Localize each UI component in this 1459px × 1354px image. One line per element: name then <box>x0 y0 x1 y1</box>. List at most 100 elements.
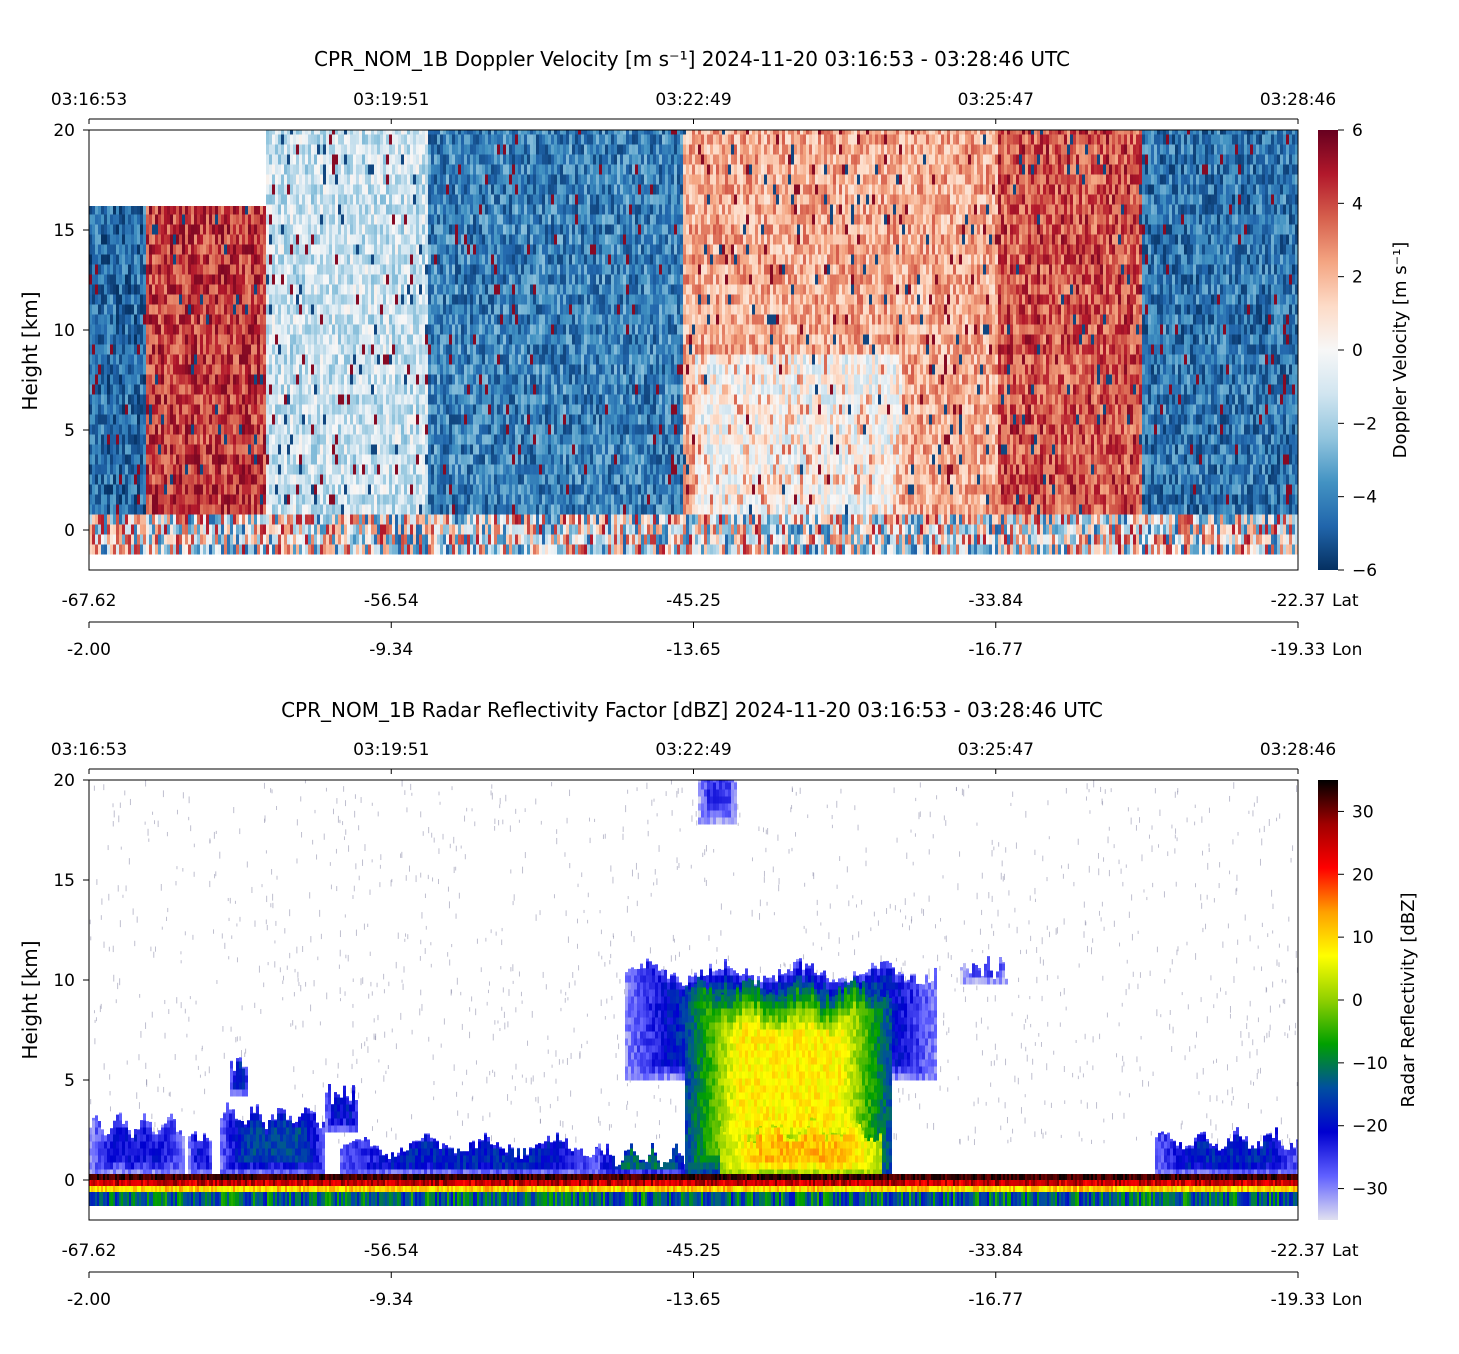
doppler-cell <box>275 374 278 385</box>
doppler-cell <box>104 464 107 475</box>
doppler-cell <box>290 544 293 555</box>
doppler-cell <box>314 294 317 305</box>
doppler-cell <box>332 494 335 505</box>
doppler-cell <box>137 304 140 315</box>
doppler-cell <box>185 354 188 365</box>
doppler-cell <box>377 434 380 445</box>
doppler-cell <box>413 284 416 295</box>
doppler-cell <box>296 454 299 465</box>
doppler-cell <box>326 384 329 395</box>
doppler-cell <box>263 524 266 535</box>
doppler-cell <box>410 244 413 255</box>
doppler-cell <box>239 324 242 335</box>
doppler-cell <box>251 354 254 365</box>
doppler-cell <box>245 474 248 485</box>
doppler-cell <box>110 464 113 475</box>
doppler-cell <box>272 144 275 155</box>
doppler-cell <box>338 224 341 235</box>
doppler-cell <box>443 524 446 535</box>
doppler-cell <box>230 424 233 435</box>
doppler-cell <box>410 414 413 425</box>
doppler-cell <box>92 464 95 475</box>
doppler-cell <box>329 224 332 235</box>
doppler-cell <box>326 374 329 385</box>
doppler-cell <box>443 304 446 315</box>
doppler-cell <box>131 354 134 365</box>
doppler-cell <box>386 314 389 325</box>
doppler-cell <box>458 324 461 335</box>
doppler-cell <box>323 514 326 525</box>
doppler-cell <box>455 474 458 485</box>
doppler-cell <box>305 474 308 485</box>
doppler-cell <box>191 284 194 295</box>
doppler-cell <box>221 474 224 485</box>
doppler-cell <box>407 214 410 225</box>
doppler-cell <box>416 494 419 505</box>
doppler-cell <box>176 354 179 365</box>
doppler-cell <box>461 514 464 525</box>
doppler-cell <box>254 424 257 435</box>
doppler-cell <box>353 424 356 435</box>
doppler-cell <box>188 474 191 485</box>
doppler-cell <box>401 474 404 485</box>
doppler-cell <box>266 314 269 325</box>
doppler-cell <box>455 494 458 505</box>
doppler-cell <box>92 234 95 245</box>
doppler-cell <box>194 364 197 375</box>
doppler-cell <box>212 484 215 495</box>
doppler-cell <box>308 234 311 245</box>
doppler-cell <box>422 234 425 245</box>
doppler-cell <box>287 374 290 385</box>
doppler-cell <box>422 504 425 515</box>
doppler-cell <box>386 130 389 135</box>
doppler-cell <box>185 244 188 255</box>
doppler-cell <box>326 434 329 445</box>
doppler-cell <box>269 154 272 165</box>
doppler-cell <box>380 514 383 525</box>
doppler-cell <box>428 544 431 555</box>
doppler-cell <box>407 534 410 545</box>
doppler-cell <box>215 314 218 325</box>
doppler-cell <box>404 284 407 295</box>
doppler-cell <box>137 494 140 505</box>
doppler-cell <box>305 424 308 435</box>
doppler-cell <box>200 344 203 355</box>
doppler-cell <box>392 274 395 285</box>
doppler-cell <box>311 234 314 245</box>
doppler-cell <box>275 514 278 525</box>
doppler-cell <box>401 414 404 425</box>
doppler-cell <box>425 204 428 215</box>
doppler-cell <box>200 244 203 255</box>
doppler-cell <box>185 304 188 315</box>
doppler-cell <box>452 464 455 475</box>
doppler-cell <box>197 424 200 435</box>
doppler-cell <box>290 414 293 425</box>
doppler-cell <box>335 504 338 515</box>
doppler-cell <box>368 434 371 445</box>
doppler-cell <box>311 134 314 145</box>
doppler-cell <box>119 454 122 465</box>
doppler-cell <box>380 474 383 485</box>
doppler-cell <box>293 344 296 355</box>
doppler-cell <box>404 364 407 375</box>
doppler-cell <box>353 214 356 225</box>
doppler-cell <box>191 464 194 475</box>
doppler-cell <box>146 314 149 325</box>
doppler-cell <box>170 214 173 225</box>
doppler-cell <box>449 404 452 415</box>
doppler-cell <box>173 404 176 415</box>
doppler-cell <box>104 534 107 545</box>
doppler-cell <box>155 414 158 425</box>
doppler-cell <box>269 364 272 375</box>
doppler-cell <box>356 184 359 195</box>
doppler-cell <box>128 314 131 325</box>
doppler-cell <box>203 484 206 495</box>
doppler-cell <box>239 244 242 255</box>
doppler-cell <box>320 254 323 265</box>
doppler-cell <box>224 534 227 545</box>
doppler-cell <box>218 504 221 515</box>
doppler-cell <box>119 394 122 405</box>
doppler-cell <box>356 194 359 205</box>
doppler-cell <box>446 494 449 505</box>
doppler-cell <box>353 224 356 235</box>
